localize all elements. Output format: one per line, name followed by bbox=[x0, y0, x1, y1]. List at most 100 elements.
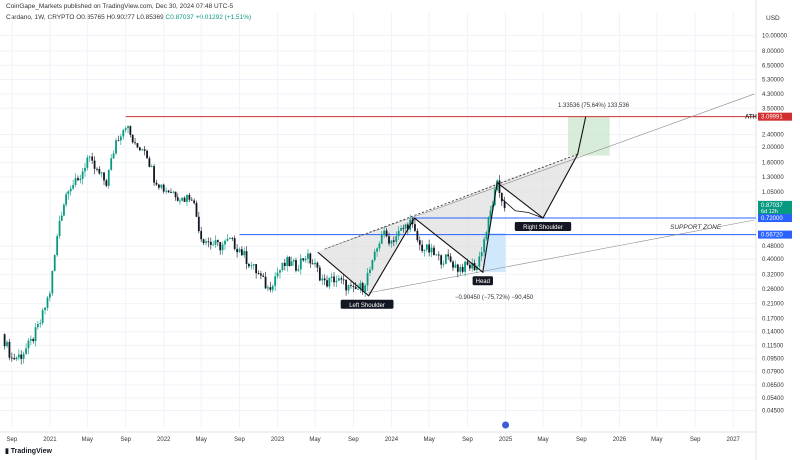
y-tick-label: 0.06500 bbox=[762, 383, 784, 389]
candle bbox=[58, 220, 61, 237]
candle bbox=[179, 200, 181, 202]
candle bbox=[421, 244, 424, 251]
candle bbox=[323, 278, 326, 281]
candle bbox=[138, 147, 141, 151]
candle bbox=[155, 182, 158, 185]
x-tick-label: Sep bbox=[690, 437, 701, 443]
candle bbox=[183, 197, 186, 202]
candle bbox=[115, 140, 117, 154]
x-tick-label: Sep bbox=[576, 437, 587, 443]
candle bbox=[72, 184, 75, 189]
candle bbox=[214, 240, 217, 245]
candle bbox=[100, 172, 103, 174]
y-tick-label: 8.00000 bbox=[762, 49, 784, 55]
measure-box bbox=[482, 233, 506, 273]
candle bbox=[105, 180, 108, 186]
candle bbox=[283, 262, 286, 266]
candle bbox=[221, 244, 224, 251]
candle bbox=[333, 276, 335, 283]
candle bbox=[491, 205, 494, 211]
x-tick-label: Sep bbox=[120, 437, 131, 443]
candle bbox=[240, 249, 243, 256]
y-tick-label: 0.40000 bbox=[762, 257, 784, 263]
lower-trendline bbox=[368, 219, 755, 294]
candle bbox=[406, 224, 409, 230]
candle bbox=[376, 248, 378, 252]
tradingview-logo-icon: ▮ bbox=[5, 448, 11, 455]
candle bbox=[342, 279, 345, 281]
candle bbox=[464, 261, 466, 272]
y-tick-label: 0.14000 bbox=[762, 330, 784, 336]
candle bbox=[122, 130, 125, 137]
candle bbox=[107, 169, 110, 186]
y-tick-label: 1.30000 bbox=[762, 175, 784, 181]
x-tick-label: May bbox=[651, 437, 662, 443]
candle bbox=[352, 285, 355, 287]
candle bbox=[335, 280, 338, 283]
candle bbox=[264, 276, 267, 289]
candle bbox=[500, 193, 503, 202]
candle bbox=[487, 217, 490, 233]
candle bbox=[224, 240, 226, 245]
price-badge bbox=[758, 214, 792, 223]
candle bbox=[17, 354, 20, 358]
candle bbox=[369, 269, 371, 273]
x-tick-label: May bbox=[195, 437, 206, 443]
candle bbox=[307, 253, 309, 259]
x-tick-label: 2027 bbox=[727, 437, 741, 443]
candle bbox=[136, 143, 139, 148]
y-tick-label: 0.09500 bbox=[762, 357, 784, 363]
y-tick-label: 0.05400 bbox=[762, 396, 784, 402]
candle bbox=[110, 158, 113, 170]
pattern-label-box bbox=[514, 222, 572, 232]
candle bbox=[160, 184, 163, 188]
candle bbox=[255, 264, 258, 274]
ohlc-change: +0.01292 (+1.51%) bbox=[195, 14, 252, 21]
axis-unit-label: USD bbox=[766, 15, 780, 22]
candle bbox=[297, 269, 300, 271]
candle bbox=[131, 134, 134, 143]
candle bbox=[328, 277, 331, 287]
candle bbox=[314, 262, 316, 265]
candle bbox=[452, 261, 454, 268]
candle bbox=[357, 289, 359, 290]
candle bbox=[205, 241, 207, 244]
right-shoulder-shade bbox=[497, 154, 578, 219]
candle bbox=[388, 236, 390, 244]
y-tick-label: 1.05000 bbox=[762, 190, 784, 196]
tradingview-logo[interactable]: ▮ TradingView bbox=[5, 447, 52, 455]
price-badge-label: 0.72000 bbox=[761, 216, 783, 222]
candle bbox=[84, 167, 86, 172]
candle bbox=[454, 264, 457, 268]
candle bbox=[27, 340, 30, 349]
candle bbox=[304, 258, 307, 261]
candle bbox=[503, 201, 506, 209]
candle bbox=[98, 168, 101, 174]
candle bbox=[67, 191, 70, 195]
candle bbox=[316, 262, 319, 268]
y-tick-label: 2.00000 bbox=[762, 145, 784, 151]
candle bbox=[397, 230, 400, 237]
x-tick-label: 2023 bbox=[271, 437, 285, 443]
candle bbox=[247, 263, 250, 267]
price-badge bbox=[758, 200, 792, 215]
neckline-dotted bbox=[324, 153, 580, 250]
candle bbox=[34, 327, 37, 342]
candle bbox=[354, 286, 357, 290]
candle bbox=[318, 267, 321, 281]
price-badge bbox=[758, 230, 792, 239]
y-tick-label: 0.17000 bbox=[762, 316, 784, 322]
candle bbox=[326, 280, 328, 287]
price-badge bbox=[758, 112, 792, 121]
candle bbox=[437, 254, 440, 256]
x-tick-label: May bbox=[537, 437, 548, 443]
candle bbox=[148, 158, 151, 167]
candle bbox=[311, 263, 314, 265]
candle bbox=[299, 258, 302, 270]
y-tick-label: 0.48000 bbox=[762, 244, 784, 250]
candle bbox=[91, 156, 94, 161]
pattern-label: Left Shoulder bbox=[349, 303, 385, 309]
candle bbox=[321, 278, 324, 281]
candle bbox=[216, 240, 219, 243]
